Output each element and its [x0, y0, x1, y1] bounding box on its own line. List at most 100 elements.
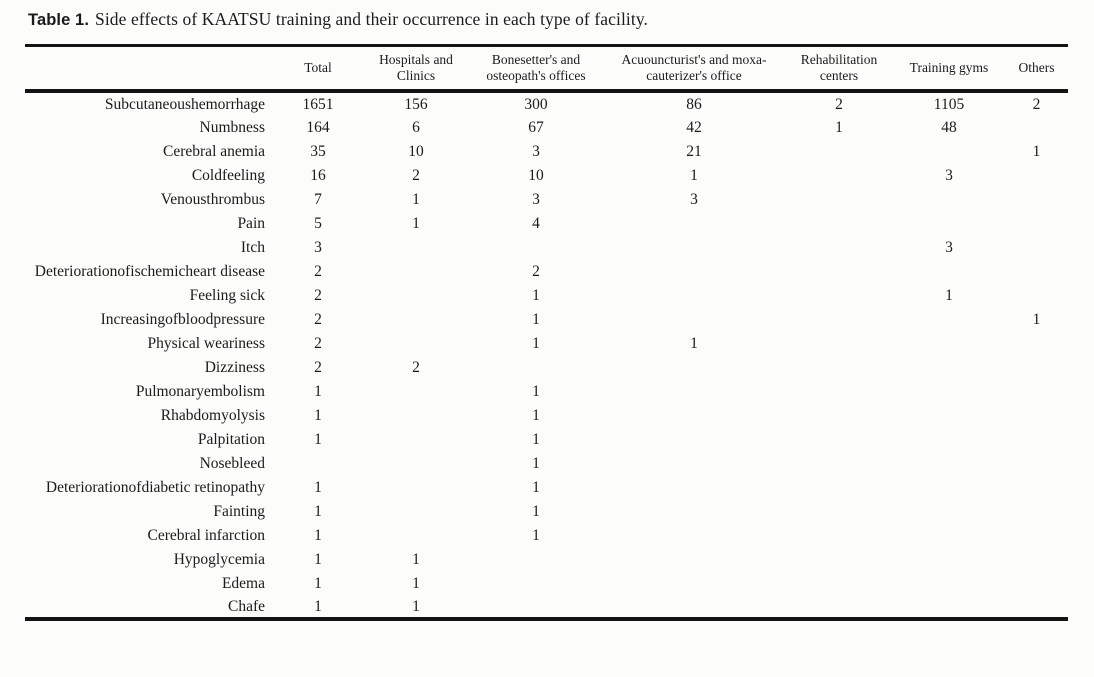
cell-value: 86	[686, 95, 702, 113]
row-label: Fainting	[213, 502, 265, 520]
cell-value	[603, 595, 785, 619]
cell-value: 1	[835, 118, 843, 136]
table-header-row: Total Hospitals and Clinics Bonesetter's a…	[25, 46, 1068, 92]
row-label-column-header	[25, 46, 273, 92]
cell-value: 1	[314, 574, 322, 592]
table-caption: Table 1. Side effects of KAATSU training …	[28, 9, 648, 30]
cell-value	[603, 547, 785, 571]
cell-value	[785, 547, 893, 571]
row-label: Dizziness	[204, 358, 265, 376]
cell-value	[1005, 379, 1068, 403]
table-caption-number: Table 1.	[28, 11, 90, 29]
cell-value: 10	[528, 166, 544, 184]
cell-value: 1	[314, 406, 322, 424]
cell-value	[785, 283, 893, 307]
cell-value	[363, 259, 469, 283]
row-label: Pain	[237, 214, 265, 232]
cell-value: 1	[412, 574, 420, 592]
cell-value	[785, 499, 893, 523]
cell-value	[363, 475, 469, 499]
cell-value	[785, 331, 893, 355]
row-label: Physical weariness	[147, 334, 265, 352]
cell-value	[363, 427, 469, 451]
cell-value	[363, 235, 469, 259]
table-row: Subcutaneoushemorrhage 1651 156 300 86 2 1105 2	[25, 91, 1068, 115]
cell-value: 3	[690, 190, 698, 208]
cell-value: 1	[532, 310, 540, 328]
cell-value	[893, 571, 1005, 595]
cell-value	[469, 355, 603, 379]
table-row: Venousthrombus 7 1 3 3	[25, 187, 1068, 211]
cell-value	[1005, 115, 1068, 139]
table-row: Pain 5 1 4	[25, 211, 1068, 235]
cell-value: 1	[314, 526, 322, 544]
row-label: Deteriorationofischemicheart disease	[34, 262, 265, 280]
cell-value: 1	[532, 502, 540, 520]
cell-value	[785, 235, 893, 259]
cell-value: 21	[686, 142, 702, 160]
cell-value: 1	[1032, 142, 1041, 160]
cell-value	[469, 595, 603, 619]
cell-value	[1005, 523, 1068, 547]
table-row: Hypoglycemia 1 1	[25, 547, 1068, 571]
cell-value: 2	[1032, 95, 1041, 113]
cell-value: 2	[314, 334, 322, 352]
cell-value: 2	[532, 262, 540, 280]
cell-value: 1	[532, 334, 540, 352]
cell-value	[1005, 451, 1068, 475]
cell-value	[785, 379, 893, 403]
cell-value: 2	[314, 358, 322, 376]
table-row: Fainting 1 1	[25, 499, 1068, 523]
cell-value	[785, 427, 893, 451]
cell-value	[1005, 499, 1068, 523]
cell-value	[1005, 163, 1068, 187]
table-caption-text: Side effects of KAATSU training and thei…	[95, 9, 649, 29]
cell-value: 1	[690, 166, 698, 184]
cell-value	[893, 427, 1005, 451]
cell-value	[893, 211, 1005, 235]
cell-value: 1	[532, 406, 540, 424]
cell-value	[1005, 259, 1068, 283]
cell-value: 2	[412, 166, 420, 184]
cell-value	[1005, 475, 1068, 499]
cell-value	[603, 379, 785, 403]
cell-value	[469, 571, 603, 595]
cell-value	[893, 451, 1005, 475]
cell-value	[785, 307, 893, 331]
row-label: Pulmonaryembolism	[135, 382, 265, 400]
cell-value	[1005, 211, 1068, 235]
cell-value	[603, 403, 785, 427]
cell-value: 1	[1032, 310, 1041, 328]
row-label: Rhabdomyolysis	[160, 406, 265, 424]
row-label: Hypoglycemia	[173, 550, 265, 568]
column-header: Others	[1018, 60, 1055, 75]
cell-value	[363, 523, 469, 547]
row-label: Palpitation	[197, 430, 265, 448]
cell-value: 7	[314, 190, 322, 208]
row-label: Itch	[240, 238, 265, 256]
cell-value: 4	[532, 214, 540, 232]
table-row: Coldfeeling 16 2 10 1 3	[25, 163, 1068, 187]
cell-value	[1005, 427, 1068, 451]
cell-value	[893, 403, 1005, 427]
cell-value	[785, 403, 893, 427]
cell-value	[785, 139, 893, 163]
cell-value	[785, 571, 893, 595]
cell-value: 3	[532, 190, 540, 208]
cell-value	[603, 355, 785, 379]
cell-value: 1651	[302, 95, 334, 113]
cell-value: 42	[686, 118, 702, 136]
cell-value	[603, 235, 785, 259]
cell-value: 5	[314, 214, 322, 232]
cell-value: 16	[310, 166, 326, 184]
column-header: Acuouncturist's and moxa-cauterizer's of…	[621, 52, 767, 83]
cell-value	[893, 523, 1005, 547]
cell-value	[363, 403, 469, 427]
cell-value	[785, 451, 893, 475]
row-label: Numbness	[199, 118, 265, 136]
table-row: Numbness 164 6 67 42 1 48	[25, 115, 1068, 139]
cell-value	[1005, 595, 1068, 619]
table-body: Subcutaneoushemorrhage 1651 156 300 86 2 1105 2…	[25, 91, 1068, 619]
row-label: Feeling sick	[189, 286, 265, 304]
cell-value: 156	[404, 95, 428, 113]
